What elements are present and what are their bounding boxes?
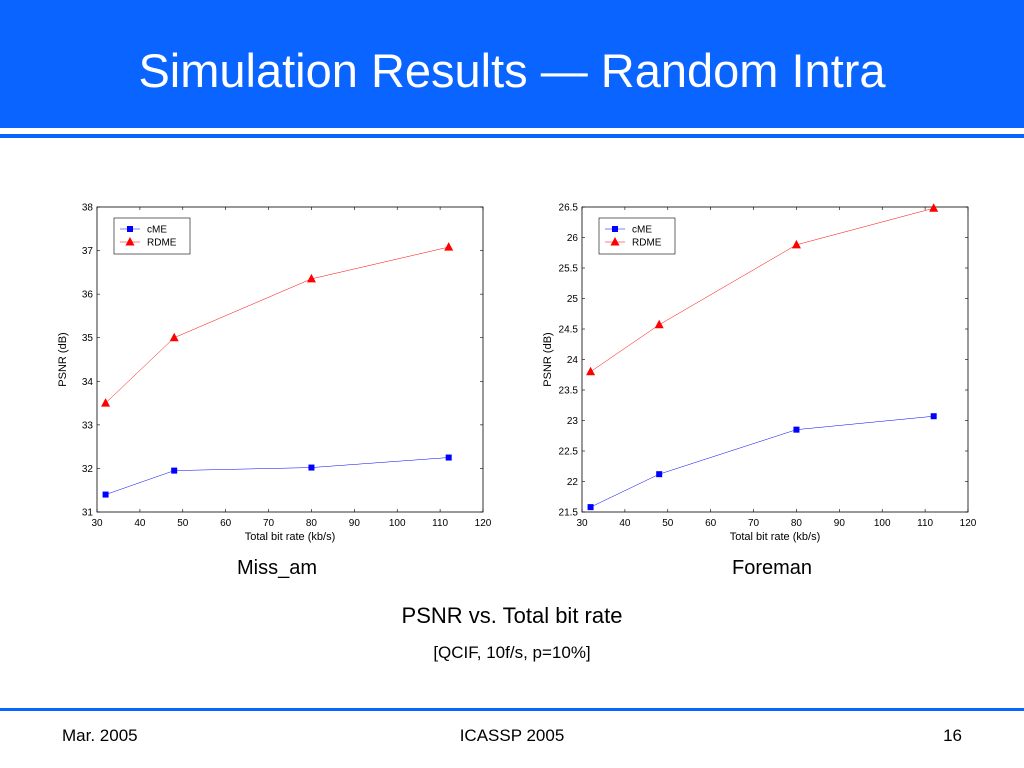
series-line-cme [105,457,449,495]
y-tick-label: 35 [82,333,94,344]
data-point-cme [308,464,315,471]
x-tick-label: 110 [917,518,933,529]
legend-marker-rdme [610,237,620,246]
footer-divider [0,708,1024,711]
data-point-rdme [791,239,801,249]
title-bar [0,0,1024,128]
x-tick-label: 60 [705,518,717,529]
chart-miss-am: 30 40 50 60 70 80 90 100 110 120 31 32 33 34 35 36 37 38 T… [57,203,492,544]
y-tick-label: 38 [82,203,94,214]
x-tick-label: 100 [389,518,406,529]
title-divider [0,134,1024,138]
y-tick-label: 34 [82,377,94,388]
x-tick-label: 110 [432,518,448,529]
series-line-rdme [105,246,449,404]
x-tick-label: 40 [619,518,631,529]
y-tick-label: 32 [82,464,94,475]
y-tick-label: 23.5 [559,386,579,397]
y-axis-label: PSNR (dB) [542,332,554,386]
legend-label-cme: cME [632,225,652,236]
series-line-cme [590,415,934,508]
x-tick-label: 120 [960,518,977,529]
plot-area [581,206,969,513]
chart-name-foreman: Foreman [731,557,813,579]
x-tick-label: 120 [475,518,492,529]
y-tick-label: 26 [567,233,579,244]
y-tick-label: 31 [82,508,94,519]
data-point-rdme [306,273,316,283]
x-tick-label: 40 [134,518,146,529]
data-point-rdme [169,332,179,342]
y-tick-label: 25.5 [559,264,579,275]
data-point-rdme [929,203,939,212]
data-point-rdme [444,242,454,251]
data-point-rdme [586,366,596,376]
data-point-rdme [101,398,111,407]
legend-marker-cme [127,226,133,232]
legend-label-rdme: RDME [632,238,662,249]
legend-label-rdme: RDME [147,238,177,249]
y-tick-label: 24 [567,355,579,366]
y-axis-label: PSNR (dB) [57,332,69,386]
y-tick-label: 24.5 [559,325,579,336]
chart-foreman: 30 40 50 60 70 80 90 100 110 120 21.5 22 22.5 23 23.5 2… [542,203,977,544]
caption-sub: [QCIF, 10f/s, p=10%] [433,643,591,662]
legend-marker-cme [612,226,618,232]
legend-marker-rdme [125,237,135,246]
x-tick-label: 30 [91,518,103,529]
y-tick-label: 22 [567,477,579,488]
x-tick-label: 90 [349,518,361,529]
x-tick-label: 80 [791,518,803,529]
data-point-cme [930,413,937,420]
x-tick-label: 80 [306,518,318,529]
y-tick-label: 21.5 [559,508,579,519]
caption-main: PSNR vs. Total bit rate [401,603,623,628]
x-tick-label: 90 [834,518,846,529]
footer-conference: ICASSP 2005 [459,726,565,745]
x-axis-label: Total bit rate (kb/s) [730,531,820,543]
x-tick-label: 30 [576,518,588,529]
y-tick-label: 22.5 [559,447,579,458]
x-tick-label: 50 [662,518,674,529]
x-tick-label: 100 [874,518,891,529]
data-point-cme [171,467,178,474]
data-point-cme [445,454,452,461]
series-line-rdme [590,207,934,372]
data-point-cme [793,426,800,433]
x-tick-label: 70 [263,518,275,529]
x-tick-label: 60 [220,518,232,529]
plot-area [96,206,484,513]
slide-title: Simulation Results — Random Intra [138,44,886,97]
legend-box [113,217,191,255]
footer-page-number: 16 [943,726,962,745]
legend-label-cme: cME [147,225,167,236]
data-point-cme [587,504,594,511]
y-tick-label: 26.5 [559,203,579,214]
x-tick-label: 70 [748,518,760,529]
y-tick-label: 36 [82,290,94,301]
y-tick-label: 37 [82,246,94,257]
data-point-cme [102,491,109,498]
x-tick-label: 50 [177,518,189,529]
legend-box [598,217,676,255]
y-tick-label: 33 [82,420,94,431]
y-tick-label: 23 [567,416,579,427]
data-point-cme [656,471,663,478]
chart-name-miss-am: Miss_am [236,557,317,579]
y-tick-label: 25 [567,294,579,305]
footer-date: Mar. 2005 [62,726,138,745]
data-point-rdme [654,319,664,329]
x-axis-label: Total bit rate (kb/s) [245,531,335,543]
